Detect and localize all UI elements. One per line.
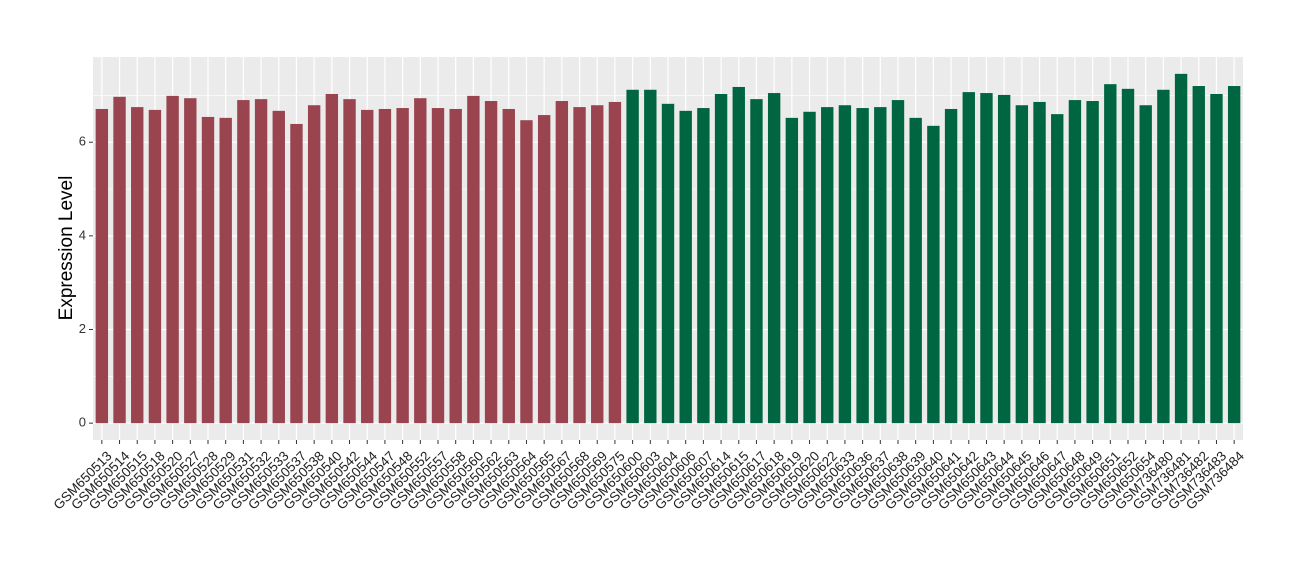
bar bbox=[502, 108, 515, 424]
y-tick-label: 6 bbox=[79, 134, 86, 149]
bar bbox=[1227, 86, 1241, 424]
bar bbox=[874, 107, 887, 424]
bar bbox=[378, 108, 392, 424]
bar bbox=[555, 101, 569, 424]
bar bbox=[361, 109, 374, 424]
bar bbox=[591, 105, 604, 424]
bar bbox=[1051, 114, 1064, 424]
bar bbox=[661, 103, 675, 424]
bar bbox=[644, 89, 657, 424]
bar bbox=[909, 117, 922, 424]
bar bbox=[237, 100, 250, 424]
bar bbox=[891, 100, 905, 424]
bar bbox=[980, 93, 993, 424]
bar bbox=[573, 107, 586, 424]
bar bbox=[1139, 105, 1152, 424]
bar bbox=[1121, 88, 1135, 424]
bar bbox=[219, 117, 232, 424]
bar bbox=[679, 110, 692, 424]
y-tick-label: 0 bbox=[79, 415, 86, 430]
bar bbox=[732, 86, 745, 424]
bar bbox=[414, 98, 427, 424]
bar bbox=[307, 105, 321, 424]
bar bbox=[1174, 73, 1188, 424]
y-tick-label: 4 bbox=[79, 227, 86, 242]
bar bbox=[95, 108, 109, 424]
y-tick-label: 2 bbox=[79, 321, 86, 336]
bar bbox=[767, 93, 781, 424]
bar bbox=[821, 107, 834, 424]
bar bbox=[131, 107, 144, 424]
bar bbox=[1104, 84, 1117, 424]
bar bbox=[254, 99, 268, 424]
bar bbox=[431, 108, 445, 424]
bar bbox=[838, 105, 852, 424]
bar bbox=[325, 93, 339, 424]
bar bbox=[1210, 93, 1223, 424]
bar bbox=[201, 116, 215, 424]
bar bbox=[697, 108, 710, 424]
bar bbox=[537, 115, 551, 424]
bar bbox=[750, 99, 763, 424]
bar bbox=[343, 99, 356, 424]
bar bbox=[113, 96, 126, 424]
bar bbox=[997, 94, 1011, 424]
bar bbox=[184, 98, 197, 424]
bar bbox=[1033, 101, 1046, 424]
bar bbox=[166, 95, 179, 424]
bar bbox=[856, 108, 869, 424]
bar bbox=[962, 92, 975, 424]
bar bbox=[1068, 100, 1082, 424]
bar bbox=[927, 125, 940, 424]
bar bbox=[1015, 105, 1029, 424]
bar bbox=[608, 101, 622, 424]
bar bbox=[272, 110, 285, 424]
bar bbox=[803, 111, 816, 424]
bar bbox=[1192, 86, 1205, 424]
bar bbox=[785, 117, 799, 424]
bar bbox=[626, 89, 639, 424]
bar bbox=[520, 120, 533, 424]
y-axis-label: Expression Level bbox=[56, 176, 77, 321]
bar bbox=[396, 108, 409, 424]
bar bbox=[449, 108, 462, 424]
bar bbox=[484, 101, 498, 424]
bar bbox=[944, 108, 958, 424]
bar bbox=[148, 109, 162, 424]
bar bbox=[467, 95, 480, 424]
bar bbox=[1157, 89, 1170, 424]
bar bbox=[714, 93, 728, 424]
bar bbox=[1086, 101, 1099, 424]
bar bbox=[290, 123, 303, 424]
